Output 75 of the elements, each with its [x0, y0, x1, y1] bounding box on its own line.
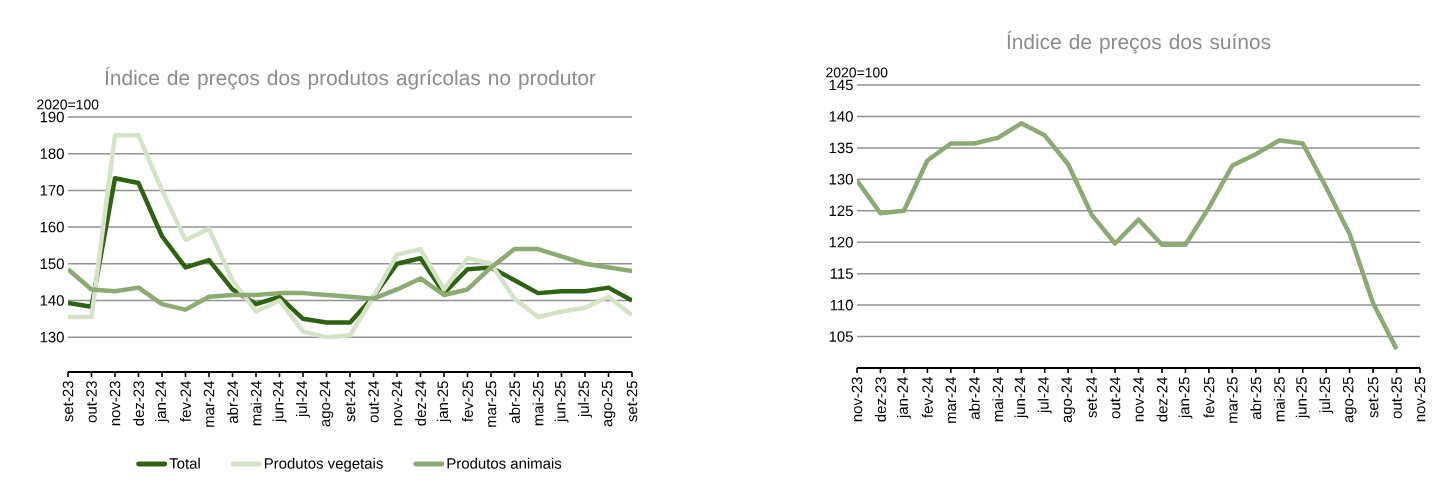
x-tick-label: set-25	[1367, 377, 1379, 418]
y-tick-label: 160	[40, 221, 64, 233]
y-tick-label: 120	[829, 236, 853, 248]
x-tick-label: ago-24	[319, 380, 334, 427]
x-tick-label: jul-25	[1319, 377, 1334, 414]
x-tick-label: out-24	[1109, 376, 1121, 419]
x-tick-label: mai-25	[1273, 377, 1285, 422]
x-tick-label: dez-23	[133, 381, 144, 426]
x-tick-label: set-24	[344, 380, 356, 422]
y-tick-label: 130	[40, 331, 64, 343]
x-tick-label: set-24	[1086, 376, 1097, 418]
x-tick-label: jul-25	[578, 381, 592, 418]
x-tick-label: abr-25	[1250, 377, 1262, 420]
x-tick-label: nov-24	[1133, 376, 1144, 422]
x-tick-label: fev-25	[1203, 377, 1215, 418]
x-tick-label: set-25	[626, 381, 638, 422]
x-tick-label: ago-25	[601, 381, 616, 427]
x-tick-label: fev-25	[462, 381, 473, 422]
x-tick-label: jul-24	[296, 380, 310, 418]
x-tick-label: set-23	[62, 381, 74, 422]
x-tick-label: dez-24	[415, 380, 426, 426]
line-series	[857, 121, 1399, 352]
chart-title: Índice de preços dos suínos	[1007, 30, 1271, 54]
x-tick-label: jan-25	[437, 381, 451, 423]
y-tick-label: 190	[40, 111, 64, 123]
x-tick-label: out-25	[1391, 377, 1402, 419]
y-axis-title: 2020=100	[37, 99, 99, 110]
x-tick-label: jan-25	[1178, 377, 1193, 419]
x-tick-label: dez-24	[1156, 376, 1168, 422]
y-tick-label: 130	[829, 174, 853, 185]
y-tick-label: 180	[40, 148, 64, 159]
x-tick-label: jul-24	[1037, 376, 1052, 414]
x-tick-label: mar-24	[945, 376, 957, 423]
x-tick-label: abr-24	[227, 380, 238, 424]
y-tick-label: 110	[830, 299, 853, 311]
y-tick-label: 145	[829, 79, 853, 91]
x-tick-label: mar-25	[485, 381, 497, 427]
y-tick-label: 150	[40, 258, 64, 270]
x-tick-label: nov-23	[109, 381, 121, 426]
y-tick-label: 115	[830, 268, 853, 279]
x-tick-label: mar-25	[1227, 377, 1238, 423]
y-tick-label: 140	[829, 111, 853, 122]
legend-label: Total	[169, 457, 200, 469]
y-tick-label: 135	[829, 142, 853, 154]
x-tick-label: ago-24	[1061, 376, 1075, 423]
y-tick-label: 170	[40, 185, 64, 196]
x-tick-label: mai-25	[532, 381, 544, 426]
x-tick-label: nov-23	[851, 377, 863, 422]
x-tick-label: nov-25	[1414, 377, 1426, 422]
legend-label: Produtos vegetais	[264, 457, 383, 472]
x-tick-label: out-24	[368, 380, 379, 423]
x-tick-label: jun-24	[1014, 376, 1029, 419]
chart-title: Índice de preços dos produtos agrícolas no produtor	[105, 66, 596, 90]
line-series	[68, 133, 633, 340]
x-tick-label: abr-25	[509, 381, 520, 424]
x-tick-label: jan-24	[896, 376, 911, 419]
x-tick-label: ago-25	[1342, 377, 1357, 423]
y-tick-label: 125	[829, 205, 853, 217]
x-tick-label: mai-24	[250, 380, 262, 426]
x-tick-label: jun-25	[554, 381, 569, 423]
x-tick-label: out-23	[86, 381, 97, 423]
y-tick-label: 140	[40, 295, 64, 306]
x-tick-label: mai-24	[992, 376, 1004, 422]
legend-label: Produtos animais	[447, 457, 562, 469]
y-tick-label: 105	[829, 331, 853, 342]
x-tick-label: jun-25	[1295, 377, 1310, 419]
x-tick-label: nov-24	[391, 380, 403, 426]
x-tick-label: jun-24	[272, 380, 287, 423]
x-tick-label: mar-24	[203, 380, 215, 427]
x-tick-label: fev-24	[921, 376, 933, 418]
y-axis-title: 2020=100	[826, 67, 888, 78]
x-tick-label: fev-24	[180, 380, 191, 422]
x-tick-label: dez-23	[874, 377, 886, 422]
x-tick-label: jan-24	[155, 380, 169, 423]
x-tick-label: abr-24	[968, 376, 980, 420]
